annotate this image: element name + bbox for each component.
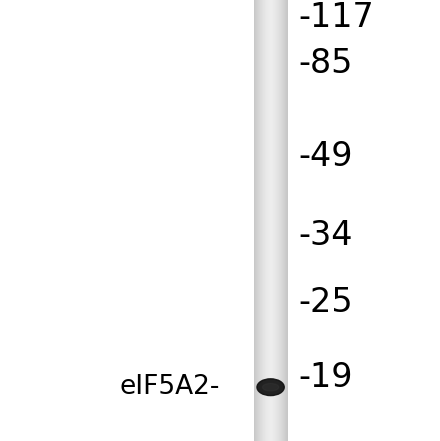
Bar — [267, 0, 268, 441]
Bar — [285, 0, 286, 441]
Bar — [260, 0, 261, 441]
Text: -19: -19 — [298, 361, 352, 393]
Bar — [280, 0, 281, 441]
Bar — [268, 0, 269, 441]
Bar — [262, 0, 263, 441]
Text: -117: -117 — [298, 1, 374, 34]
Text: eIF5A2-: eIF5A2- — [120, 374, 220, 400]
Bar — [276, 0, 277, 441]
Bar — [284, 0, 285, 441]
Bar — [273, 0, 274, 441]
Bar — [273, 0, 274, 441]
Bar — [257, 0, 258, 441]
Bar — [264, 0, 265, 441]
Bar — [256, 0, 257, 441]
Bar — [275, 0, 276, 441]
Bar — [256, 0, 257, 441]
Ellipse shape — [257, 379, 284, 396]
Bar — [272, 0, 273, 441]
Bar — [255, 0, 256, 441]
Bar — [284, 0, 285, 441]
Bar — [257, 0, 258, 441]
Bar — [260, 0, 261, 441]
Bar — [265, 0, 266, 441]
Bar — [281, 0, 282, 441]
Bar — [258, 0, 259, 441]
Bar — [283, 0, 284, 441]
Bar — [258, 0, 259, 441]
Bar — [269, 0, 270, 441]
Bar — [279, 0, 280, 441]
Bar — [282, 0, 283, 441]
Bar — [274, 0, 275, 441]
Bar — [275, 0, 276, 441]
Bar — [255, 0, 256, 441]
Bar — [277, 0, 278, 441]
Bar — [264, 0, 265, 441]
Bar — [259, 0, 260, 441]
Bar — [273, 0, 274, 441]
Bar — [286, 0, 287, 441]
Bar — [271, 0, 272, 441]
Bar — [281, 0, 282, 441]
Bar — [259, 0, 260, 441]
Bar — [274, 0, 275, 441]
Text: -49: -49 — [298, 140, 352, 173]
Bar — [267, 0, 268, 441]
Bar — [272, 0, 273, 441]
Bar — [260, 0, 261, 441]
Bar — [265, 0, 266, 441]
Bar — [278, 0, 279, 441]
Ellipse shape — [262, 383, 279, 391]
Bar — [270, 0, 271, 441]
Bar — [286, 0, 287, 441]
Bar — [272, 0, 273, 441]
Bar — [264, 0, 265, 441]
Bar — [285, 0, 286, 441]
Bar — [274, 0, 275, 441]
Bar — [279, 0, 280, 441]
Bar — [283, 0, 284, 441]
Bar — [269, 0, 270, 441]
Bar — [262, 0, 263, 441]
Bar — [276, 0, 277, 441]
Bar — [278, 0, 279, 441]
Bar — [277, 0, 278, 441]
Bar — [268, 0, 269, 441]
Bar — [282, 0, 283, 441]
Text: -34: -34 — [298, 220, 352, 252]
Bar — [263, 0, 264, 441]
Bar — [280, 0, 281, 441]
Bar — [254, 0, 255, 441]
Bar — [262, 0, 263, 441]
Bar — [283, 0, 284, 441]
Bar — [275, 0, 276, 441]
Bar — [284, 0, 285, 441]
Bar — [270, 0, 271, 441]
Bar — [261, 0, 262, 441]
Bar — [263, 0, 264, 441]
Bar — [261, 0, 262, 441]
Bar — [266, 0, 267, 441]
Text: -85: -85 — [298, 48, 352, 80]
Bar — [278, 0, 279, 441]
Bar — [286, 0, 287, 441]
Bar — [254, 0, 255, 441]
Bar — [261, 0, 262, 441]
Bar — [270, 0, 271, 441]
Bar — [287, 0, 288, 441]
Bar — [281, 0, 282, 441]
Bar — [266, 0, 267, 441]
Bar — [269, 0, 270, 441]
Bar — [271, 0, 272, 441]
Bar — [259, 0, 260, 441]
Bar — [271, 0, 272, 441]
Bar — [276, 0, 277, 441]
Text: -25: -25 — [298, 286, 353, 318]
